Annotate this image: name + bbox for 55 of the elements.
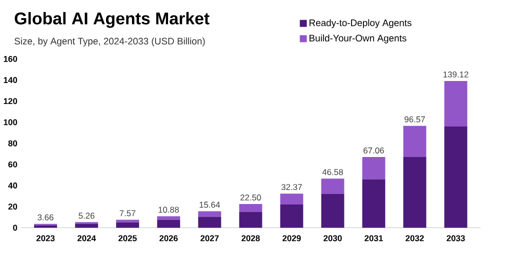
- total-label: 7.57: [120, 210, 136, 216]
- bar: [403, 126, 426, 158]
- y-tick-label: 80: [8, 140, 18, 146]
- bar: [362, 179, 386, 228]
- bar: [403, 157, 426, 228]
- bar: [116, 222, 140, 228]
- y-tick-label: 120: [4, 98, 18, 104]
- x-tick-label: 2027: [200, 235, 219, 242]
- bar: [362, 157, 386, 180]
- y-tick-label: 140: [4, 77, 18, 84]
- x-tick-label: 2030: [324, 235, 342, 242]
- bar: [444, 81, 468, 127]
- x-tick-label: 2024: [77, 235, 96, 242]
- legend-label: Build-Your-Own Agents: [310, 34, 406, 44]
- bar: [116, 220, 140, 222]
- y-tick-label: 160: [4, 56, 18, 62]
- total-label: 10.88: [158, 206, 179, 213]
- bar: [75, 224, 98, 228]
- y-tick-label: 60: [8, 162, 18, 168]
- x-tick-label: 2032: [406, 235, 424, 242]
- x-tick-label: 2031: [364, 235, 383, 242]
- bar: [239, 212, 262, 228]
- total-label: 22.50: [240, 194, 261, 201]
- bar: [34, 225, 58, 228]
- x-tick-label: 2029: [282, 235, 301, 242]
- legend-label: Ready-to-Deploy Agents: [310, 19, 412, 28]
- bar: [444, 126, 468, 228]
- total-label: 67.06: [364, 148, 384, 154]
- y-tick-label: 40: [8, 182, 18, 189]
- total-label: 5.26: [78, 212, 94, 219]
- y-tick-label: 0: [13, 224, 18, 231]
- total-label: 46.58: [322, 169, 343, 176]
- x-tick-label: 2028: [242, 235, 260, 242]
- bar: [198, 216, 222, 228]
- y-tick-label: 20: [8, 204, 18, 210]
- bar: [157, 216, 180, 220]
- x-tick-label: 2026: [160, 235, 178, 242]
- bar: [157, 220, 180, 228]
- total-label: 15.64: [200, 202, 220, 208]
- total-label: 32.37: [281, 184, 302, 190]
- bar: [198, 211, 222, 217]
- total-label: 139.12: [443, 72, 468, 78]
- bar: [239, 204, 262, 212]
- x-tick-label: 2023: [36, 235, 55, 242]
- chart-subtitle: Size, by Agent Type, 2024-2033 (USD Billion): [14, 38, 205, 47]
- x-tick-label: 2033: [446, 235, 465, 242]
- chart-title: Global AI Agents Market: [14, 12, 210, 28]
- bar: [280, 204, 304, 228]
- x-tick-label: 2025: [118, 235, 137, 242]
- bar: [321, 194, 344, 228]
- total-label: 96.57: [404, 116, 425, 122]
- total-label: 3.66: [38, 214, 54, 220]
- bar: [321, 178, 344, 194]
- bar: [280, 194, 304, 205]
- y-tick-label: 100: [4, 119, 18, 126]
